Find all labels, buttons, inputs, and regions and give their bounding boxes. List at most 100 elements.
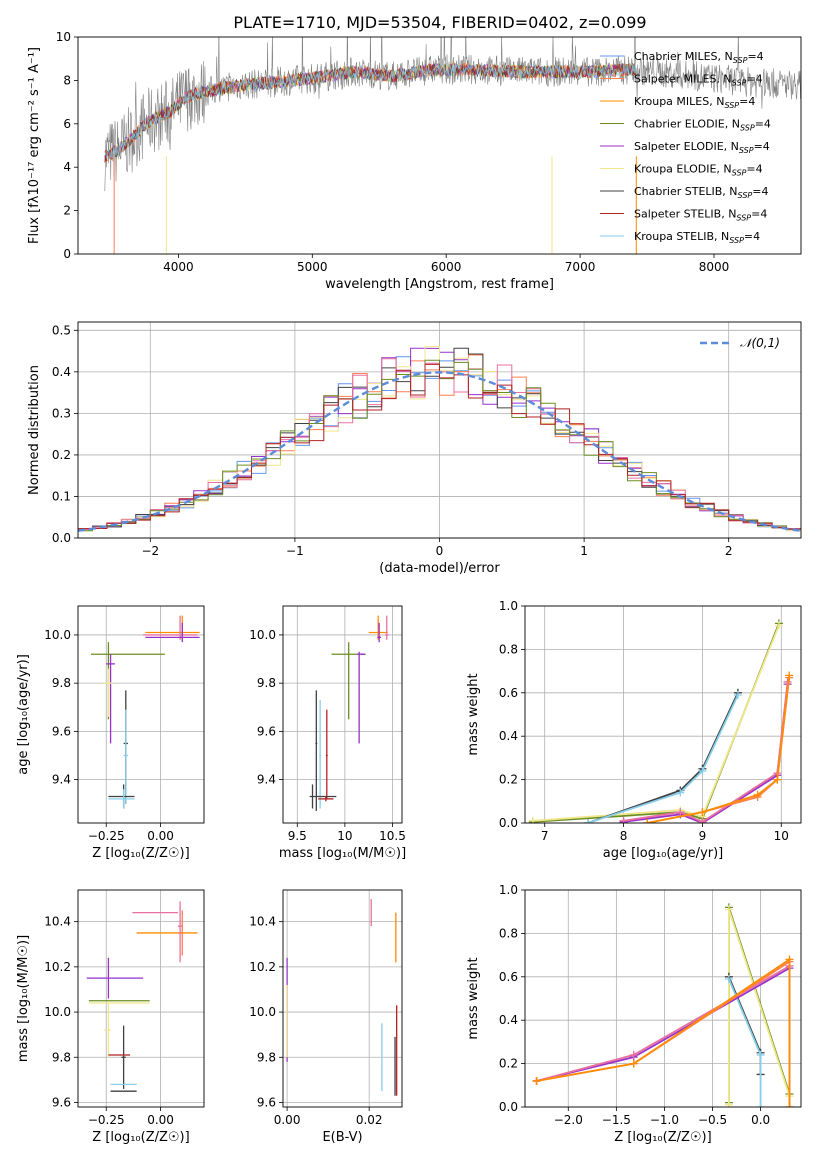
series-marker-7 xyxy=(785,671,794,680)
series-marker-5 xyxy=(629,1050,638,1059)
y-tick-label: 0.8 xyxy=(499,642,518,656)
y-tick-label: 8 xyxy=(63,73,71,87)
x-axis-label: Z [log₁₀(Z/Z☉)] xyxy=(92,1130,189,1145)
y-tick-label: 0.2 xyxy=(499,1057,518,1071)
x-tick-label: −0.25 xyxy=(88,829,125,843)
y-axis-label: age [log₁₀(age/yr)] xyxy=(16,654,31,775)
y-tick-label: 10.0 xyxy=(44,628,71,642)
panel-massweight_vs_age: 7 8 9 10 0.0 0.2 0.4 0.6 0.8 1.0 age [log₁₀(age/yr… xyxy=(466,599,802,861)
series-marker-5 xyxy=(619,816,628,823)
figure-title: PLATE=1710, MJD=53504, FIBERID=0402, z=0… xyxy=(233,13,646,32)
y-tick-label: 9.4 xyxy=(257,773,276,787)
x-tick-label: 6000 xyxy=(431,260,462,274)
y-tick-label: 0.3 xyxy=(52,406,71,420)
x-tick-label: 2 xyxy=(725,544,733,558)
x-axis-label: (data-model)/error xyxy=(379,561,500,576)
x-tick-label: −2 xyxy=(141,544,159,558)
series-marker-7 xyxy=(785,1103,794,1107)
x-tick-label: 5000 xyxy=(297,260,328,274)
y-tick-label: 0.4 xyxy=(52,365,71,379)
x-tick-label: 1 xyxy=(580,544,588,558)
x-tick-label: 10.5 xyxy=(379,829,406,843)
axes-frame xyxy=(524,605,802,824)
x-tick-label: −1 xyxy=(286,544,304,558)
panel-mass_vs_Z: −0.25 0.00 9.6 9.8 10.0 10.2 10.4 Z [log₁₀(Z/Z☉… xyxy=(16,889,205,1145)
y-tick-label: 10 xyxy=(56,30,71,44)
series-marker-3 xyxy=(584,819,593,823)
series-line-1 xyxy=(728,909,791,1105)
x-tick-label: 0.00 xyxy=(147,1113,174,1127)
series-line-7 xyxy=(536,957,791,1107)
y-tick-label: 9.6 xyxy=(257,1095,276,1109)
x-axis-label: wavelength [Angstrom, rest frame] xyxy=(325,277,554,292)
y-tick-label: 0.5 xyxy=(52,323,71,337)
y-axis-label: mass [log₁₀(M/M☉)] xyxy=(16,935,31,1062)
x-tick-label: 10 xyxy=(774,829,789,843)
y-tick-label: 0.2 xyxy=(499,773,518,787)
x-tick-label: 7000 xyxy=(565,260,596,274)
panel-massweight_vs_Z: −2.0 −1.5 −1.0 −0.5 0.0 0.0 0.2 0.4 0.6 0.8 1.0 Z [… xyxy=(466,883,802,1145)
axes-frame xyxy=(524,889,802,1108)
x-tick-label: −0.25 xyxy=(88,1113,125,1127)
x-tick-label: 0.00 xyxy=(274,1113,301,1127)
legend-entry: Chabrier ELODIE, NSSP=4 xyxy=(634,118,771,133)
y-tick-label: 9.6 xyxy=(257,724,276,738)
y-tick-label: 9.8 xyxy=(257,1050,276,1064)
y-tick-label: 10.4 xyxy=(249,915,276,929)
series-marker-7 xyxy=(773,775,782,784)
series-marker-3 xyxy=(756,1103,765,1107)
normal-reference-curve xyxy=(78,371,801,532)
y-tick-label: 10.0 xyxy=(249,1005,276,1019)
y-tick-label: 9.8 xyxy=(257,676,276,690)
y-tick-label: 9.4 xyxy=(52,773,71,787)
series-marker-3 xyxy=(756,1050,765,1059)
y-tick-label: 0.0 xyxy=(499,1100,518,1114)
y-tick-label: 6 xyxy=(63,117,71,131)
x-tick-label: −2.0 xyxy=(554,1113,583,1127)
y-tick-label: 1.0 xyxy=(499,599,518,613)
y-tick-label: 0.4 xyxy=(499,1013,518,1027)
axes-frame xyxy=(282,889,403,1108)
series-line-1 xyxy=(532,625,780,822)
series-marker-3 xyxy=(698,766,707,775)
y-tick-label: 9.6 xyxy=(52,724,71,738)
x-tick-label: 9.5 xyxy=(288,829,307,843)
y-tick-label: 0.4 xyxy=(499,729,518,743)
x-tick-label: 7 xyxy=(541,829,549,843)
series-marker-5 xyxy=(698,817,707,823)
series-marker-1 xyxy=(724,1100,733,1107)
x-tick-label: 0.02 xyxy=(356,1113,383,1127)
x-tick-label: −1.5 xyxy=(602,1113,631,1127)
y-tick-label: 4 xyxy=(63,160,71,174)
plot-area xyxy=(528,619,794,823)
y-tick-label: 0.6 xyxy=(499,686,518,700)
plot-area xyxy=(91,615,200,809)
x-tick-label: −1.0 xyxy=(650,1113,679,1127)
x-tick-label: 0.0 xyxy=(751,1113,770,1127)
legend-entry: Salpeter ELODIE, NSSP=4 xyxy=(634,140,770,155)
model-spectrum-8 xyxy=(104,62,637,160)
series-line-2 xyxy=(587,692,739,823)
panel-age_vs_mass: 9.5 10 10.5 9.4 9.6 9.8 10.0 mass [log₁₀(M/M☉)] xyxy=(249,605,406,861)
y-tick-label: 10.0 xyxy=(249,628,276,642)
series-marker-3 xyxy=(724,974,733,983)
x-axis-label: age [log₁₀(age/yr)] xyxy=(603,846,724,861)
series-marker-1 xyxy=(528,816,537,823)
y-tick-label: 0.6 xyxy=(499,970,518,984)
y-tick-label: 0.1 xyxy=(52,489,71,503)
plot-area xyxy=(286,899,398,1096)
model-spectrum-7 xyxy=(104,63,636,163)
x-tick-label: −0.5 xyxy=(698,1113,727,1127)
panel-age_vs_Z: −0.25 0.00 9.4 9.6 9.8 10.0 Z [log₁₀(Z/Z☉)] age… xyxy=(16,605,205,861)
series-marker-3 xyxy=(733,690,742,699)
x-tick-label: 0 xyxy=(436,544,444,558)
y-axis-label: mass weight xyxy=(466,957,481,1039)
y-tick-label: 0.8 xyxy=(499,926,518,940)
plot-area xyxy=(104,37,801,254)
series-marker-7 xyxy=(643,819,652,823)
legend-entry: Salpeter MILES, NSSP=4 xyxy=(634,73,763,88)
series-marker-7 xyxy=(532,1076,541,1085)
series-line-6 xyxy=(647,677,791,823)
legend-entry: Kroupa ELODIE, NSSP=4 xyxy=(634,163,763,178)
